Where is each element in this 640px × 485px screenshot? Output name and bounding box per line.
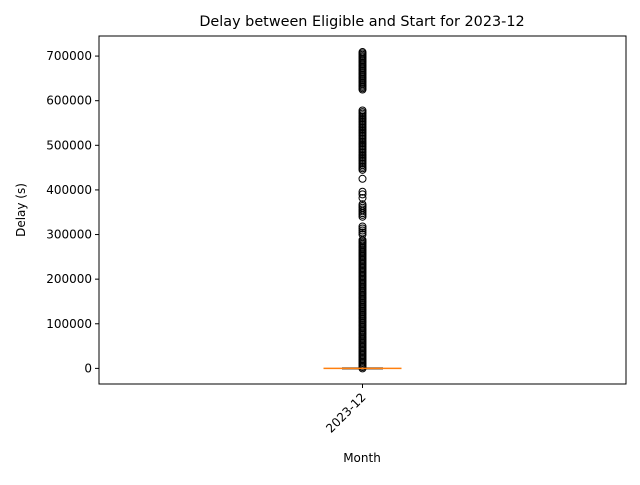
outlier-point (358, 190, 367, 199)
box-element (323, 367, 402, 370)
outlier-point (358, 228, 367, 237)
x-axis-label: Month (343, 451, 381, 465)
y-tick-label: 600000 (46, 94, 92, 108)
chart-title: Delay between Eligible and Start for 202… (199, 14, 524, 30)
outlier-point (358, 48, 367, 57)
outlier-point (358, 187, 367, 196)
y-axis-ticks: 0 100000 200000 300000 400000 500000 600000 700… (46, 49, 99, 375)
outlier-point (358, 106, 367, 115)
outlier-point (358, 230, 367, 239)
outlier-point (358, 174, 367, 183)
outlier-point (358, 224, 367, 233)
x-axis-ticks: 2023-12 (323, 384, 369, 436)
y-tick-label: 200000 (46, 272, 92, 286)
y-tick-label: 100000 (46, 317, 92, 331)
outlier-point (358, 193, 367, 202)
outlier-point (358, 222, 367, 231)
y-tick-label: 0 (84, 361, 92, 375)
outlier-point (358, 226, 367, 235)
y-tick-label: 400000 (46, 183, 92, 197)
y-tick-label: 700000 (46, 49, 92, 63)
y-axis-label: Delay (s) (14, 183, 28, 237)
outlier-points (358, 48, 367, 373)
y-tick-label: 500000 (46, 138, 92, 152)
x-tick-label: 2023-12 (323, 390, 368, 435)
outlier-point (358, 200, 367, 209)
y-tick-label: 300000 (46, 228, 92, 242)
